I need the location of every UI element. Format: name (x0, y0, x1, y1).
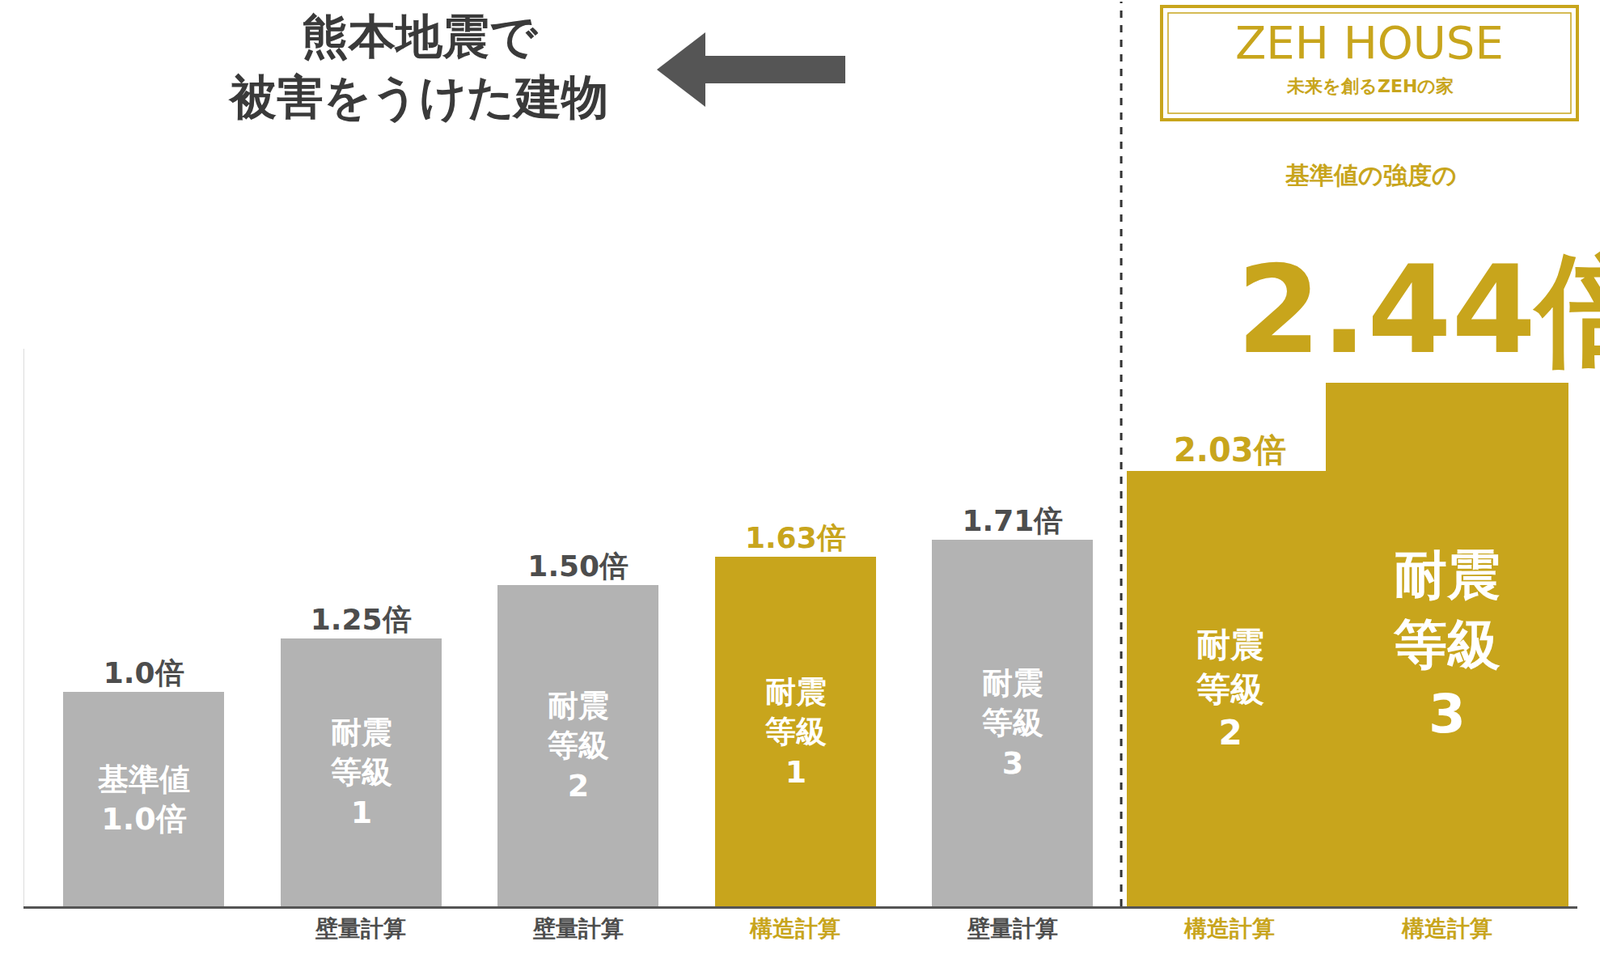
svg-text:熊本地震で被害をうけた建物: 熊本地震で被害をうけた建物 (228, 8, 609, 125)
svg-text:2.03倍: 2.03倍 (1173, 431, 1287, 469)
svg-text:2.44倍: 2.44倍 (1236, 239, 1600, 381)
svg-text:耐震等級1: 耐震等級1 (764, 673, 827, 790)
svg-text:耐震等級3: 耐震等級3 (1392, 543, 1501, 745)
svg-text:1.0倍: 1.0倍 (103, 656, 185, 690)
svg-text:壁量計算: 壁量計算 (966, 914, 1059, 942)
svg-text:壁量計算: 壁量計算 (314, 914, 407, 942)
svg-text:耐震等級1: 耐震等級1 (330, 714, 393, 830)
svg-text:構造計算: 構造計算 (1401, 914, 1493, 942)
svg-text:構造計算: 構造計算 (1183, 914, 1275, 942)
svg-text:1.63倍: 1.63倍 (744, 520, 847, 555)
svg-text:耐震等級2: 耐震等級2 (546, 687, 610, 804)
svg-text:未来を創るZEHの家: 未来を創るZEHの家 (1286, 76, 1454, 97)
svg-text:1.50倍: 1.50倍 (527, 549, 629, 583)
svg-text:耐震等級2: 耐震等級2 (1195, 624, 1265, 753)
svg-text:基準値の強度の: 基準値の強度の (1284, 160, 1457, 190)
svg-text:壁量計算: 壁量計算 (532, 914, 624, 942)
svg-text:基準値1.0倍: 基準値1.0倍 (97, 761, 191, 837)
svg-text:1.25倍: 1.25倍 (310, 602, 412, 636)
svg-text:構造計算: 構造計算 (749, 914, 841, 942)
svg-text:耐震等級3: 耐震等級3 (981, 664, 1044, 781)
svg-text:ZEH HOUSE: ZEH HOUSE (1235, 16, 1504, 69)
svg-text:1.71倍: 1.71倍 (961, 503, 1063, 538)
